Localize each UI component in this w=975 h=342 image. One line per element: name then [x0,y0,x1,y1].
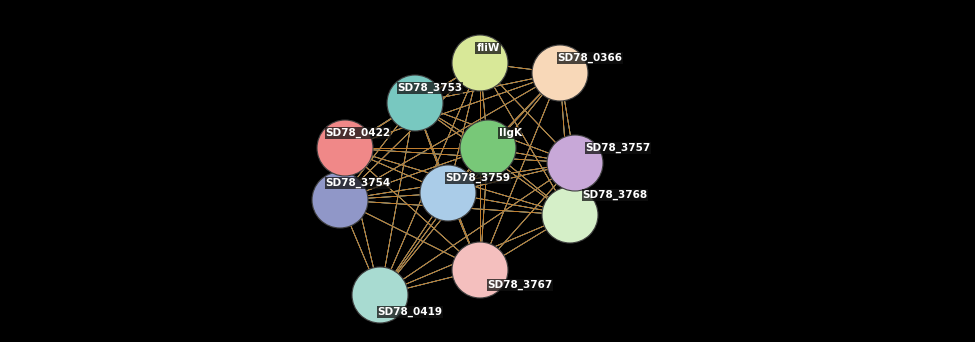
Text: fliW: fliW [477,43,499,53]
Circle shape [542,187,598,243]
Circle shape [387,75,443,131]
Circle shape [312,172,368,228]
Circle shape [532,45,588,101]
Circle shape [352,267,408,323]
Text: IlgK: IlgK [498,128,522,138]
Text: SD78_3753: SD78_3753 [398,83,462,93]
Circle shape [452,35,508,91]
Text: SD78_3759: SD78_3759 [446,173,511,183]
Circle shape [460,120,516,176]
Circle shape [452,242,508,298]
Text: SD78_0366: SD78_0366 [558,53,622,63]
Text: SD78_3767: SD78_3767 [488,280,553,290]
Text: SD78_0419: SD78_0419 [377,307,443,317]
Circle shape [547,135,603,191]
Text: SD78_3757: SD78_3757 [585,143,650,153]
Text: SD78_0422: SD78_0422 [326,128,391,138]
Circle shape [317,120,373,176]
Text: SD78_3754: SD78_3754 [326,178,391,188]
Text: SD78_3768: SD78_3768 [582,190,647,200]
Circle shape [420,165,476,221]
